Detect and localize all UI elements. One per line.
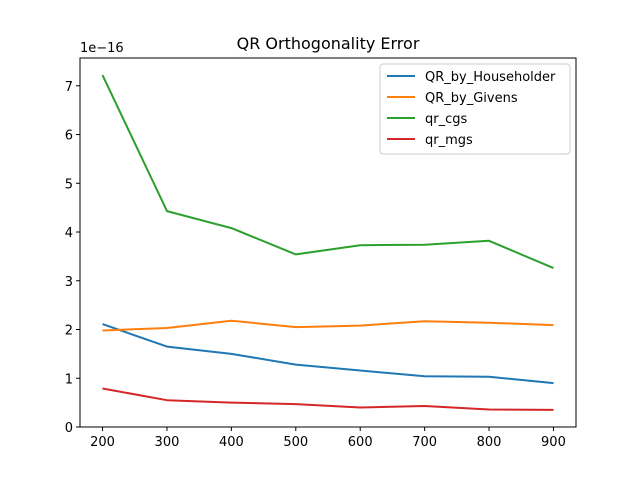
x-tick-label: 800 bbox=[477, 435, 502, 450]
legend-label: qr_cgs bbox=[425, 112, 467, 127]
y-axis: 0 1 2 3 4 5 6 7 bbox=[65, 80, 80, 436]
legend-label: QR_by_Givens bbox=[425, 91, 518, 106]
x-tick-label: 400 bbox=[219, 435, 244, 450]
y-tick-label: 2 bbox=[65, 324, 73, 339]
y-tick-label: 7 bbox=[65, 80, 73, 95]
x-tick-label: 900 bbox=[541, 435, 566, 450]
x-tick-label: 700 bbox=[412, 435, 437, 450]
x-tick-label: 200 bbox=[90, 435, 115, 450]
y-tick-label: 3 bbox=[65, 275, 73, 290]
y-tick-label: 5 bbox=[65, 177, 73, 192]
legend-label: qr_mgs bbox=[425, 133, 473, 148]
x-tick-label: 600 bbox=[348, 435, 373, 450]
y-tick-label: 0 bbox=[65, 421, 73, 436]
legend: QR_by_Householder QR_by_Givens qr_cgs qr_mg… bbox=[379, 63, 571, 155]
y-tick-label: 1 bbox=[65, 372, 73, 387]
x-axis: 200 300 400 500 600 700 800 900 bbox=[90, 427, 566, 450]
legend-label: QR_by_Householder bbox=[425, 70, 556, 85]
axes-frame bbox=[79, 57, 577, 428]
chart-title: QR Orthogonality Error bbox=[237, 34, 420, 53]
series-line-qr-by-householder bbox=[102, 323, 554, 385]
plot-area bbox=[79, 57, 577, 428]
x-tick-label: 500 bbox=[283, 435, 308, 450]
y-offset-label: 1e−16 bbox=[80, 41, 124, 56]
series-layer bbox=[101, 74, 554, 411]
x-tick-label: 300 bbox=[155, 435, 180, 450]
series-line-qr-by-givens bbox=[102, 319, 554, 332]
y-tick-label: 6 bbox=[65, 129, 73, 144]
legend-box bbox=[379, 63, 571, 155]
series-line-qr-cgs bbox=[101, 74, 554, 270]
series-line-qr-mgs bbox=[102, 387, 554, 411]
y-tick-label: 4 bbox=[65, 226, 73, 241]
